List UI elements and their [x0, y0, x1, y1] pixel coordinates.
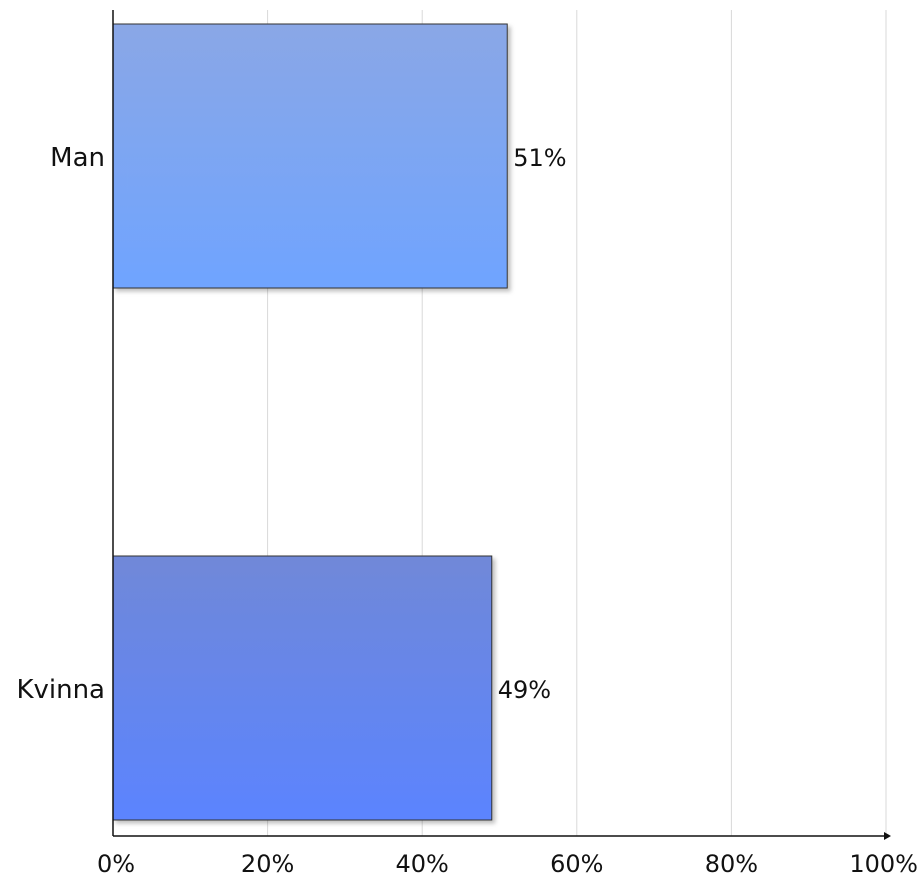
x-tick-labels: 0% 20% 40% 60% 80% 100%	[97, 850, 918, 878]
axes	[112, 10, 891, 840]
x-axis-arrow-icon	[884, 832, 891, 840]
bar	[112, 23, 508, 289]
bars	[112, 23, 508, 821]
bar	[112, 555, 493, 821]
x-tick-label: 40%	[396, 850, 449, 878]
value-label: 49%	[498, 676, 551, 704]
value-label: 51%	[513, 144, 566, 172]
category-labels: Man Kvinna	[16, 143, 105, 705]
x-tick-label: 60%	[550, 850, 603, 878]
category-label: Man	[50, 143, 105, 173]
x-tick-label: 20%	[241, 850, 294, 878]
value-labels: 51% 49%	[498, 144, 567, 704]
x-tick-label: 100%	[849, 850, 918, 878]
x-tick-label: 0%	[97, 850, 135, 878]
x-tick-label: 80%	[705, 850, 758, 878]
category-label: Kvinna	[16, 675, 105, 705]
